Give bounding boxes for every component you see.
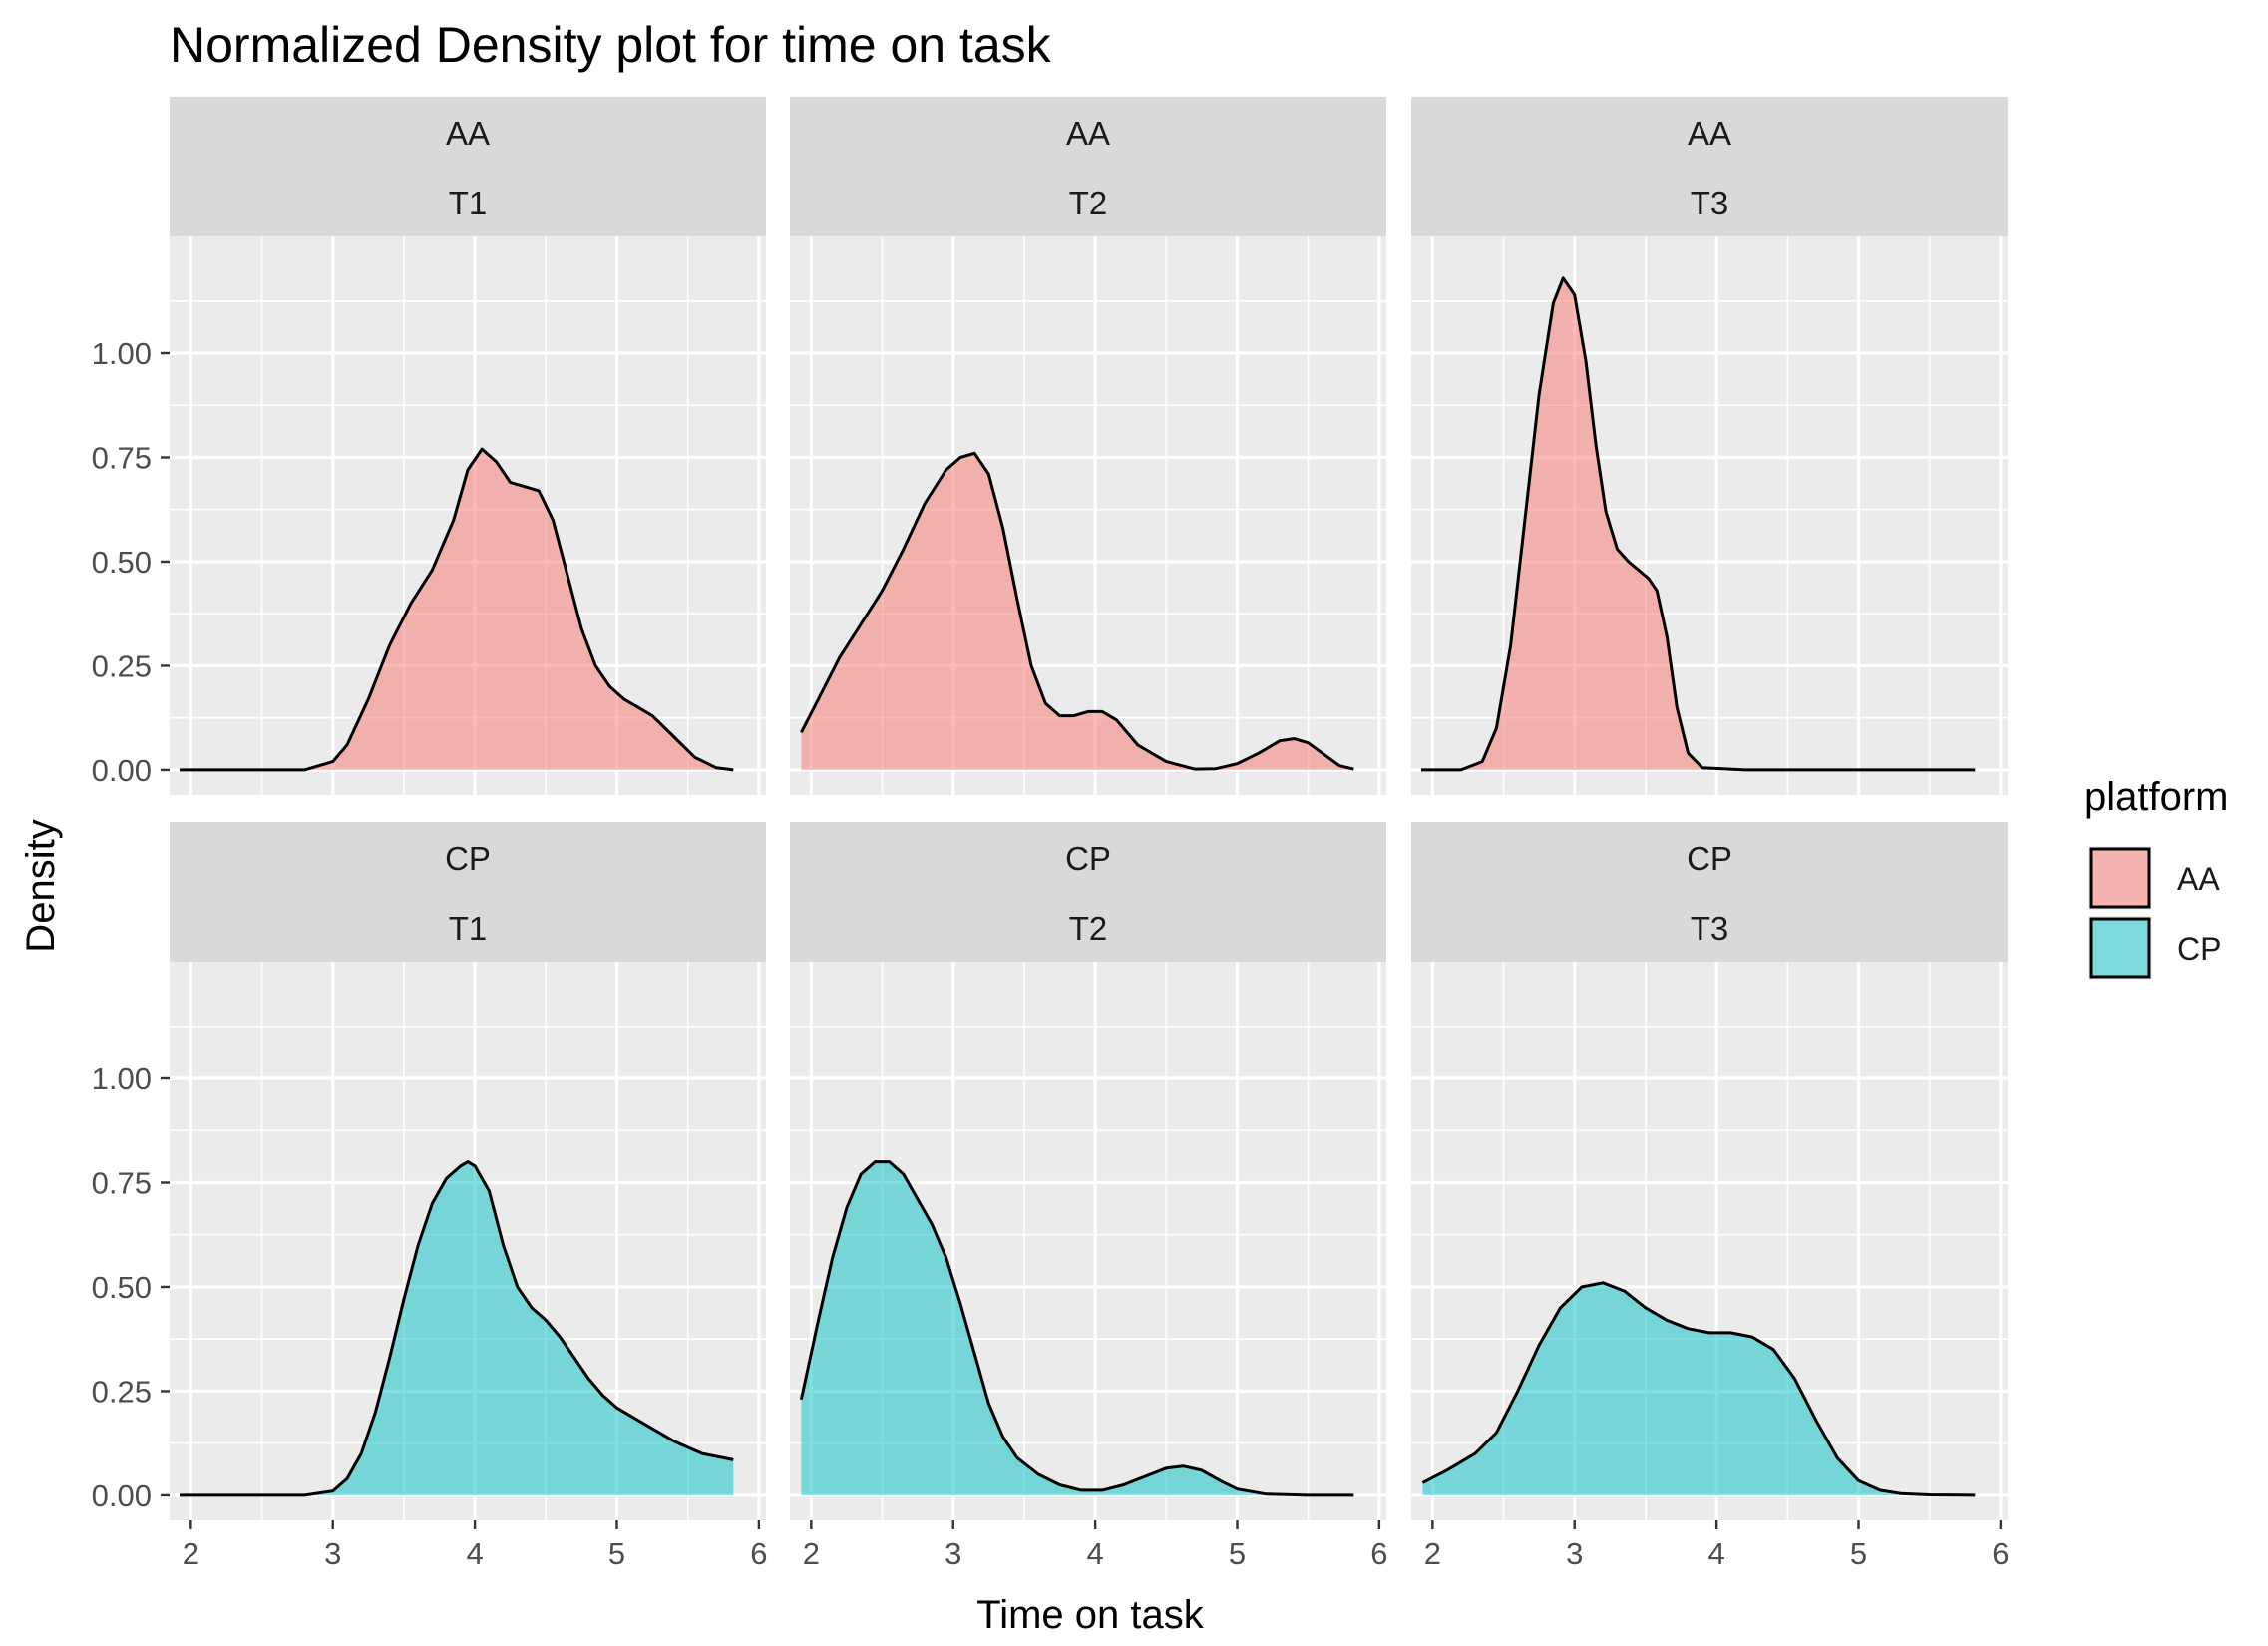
x-tick-label: 2 <box>1424 1536 1441 1571</box>
y-tick-label: 1.00 <box>92 336 152 371</box>
x-tick-label: 3 <box>945 1536 961 1571</box>
x-tick-label: 6 <box>1370 1536 1387 1571</box>
density-area-aa <box>180 449 734 770</box>
y-axis-title: Density <box>19 819 63 952</box>
x-tick-label: 3 <box>324 1536 341 1571</box>
density-line-aa <box>800 451 1354 771</box>
legend-item-cp: CP <box>2088 916 2221 980</box>
density-line-cp <box>1421 1281 1976 1497</box>
strip-label-platform: AA <box>1688 115 1731 152</box>
x-tick-label: 6 <box>750 1536 767 1571</box>
legend-swatch <box>2089 917 2151 979</box>
x-tick-label: 2 <box>803 1536 820 1571</box>
legend-label: CP <box>2177 931 2221 967</box>
legend-item-aa: AA <box>2088 846 2220 910</box>
x-tick-label: 5 <box>1229 1536 1246 1571</box>
y-tick-label: 0.25 <box>92 1374 152 1409</box>
density-line-cp <box>180 1160 734 1497</box>
strip-label-platform: CP <box>1687 840 1732 877</box>
y-tick-label: 1.00 <box>92 1061 152 1096</box>
density-line-cp <box>799 1160 1354 1497</box>
facet-panel-cp-t1: CP T1 0.00 0.25 0.50 0.75 1.00 2 3 4 5 6 <box>92 822 768 1571</box>
y-tick-label: 0.50 <box>92 545 152 580</box>
facet-panel-cp-t2: CP T2 2 3 4 5 6 <box>790 822 1388 1571</box>
y-tick-label: 0.50 <box>92 1270 152 1305</box>
strip-label-platform: AA <box>446 115 490 152</box>
x-tick-label: 4 <box>466 1536 483 1571</box>
density-area-cp <box>180 1161 734 1495</box>
x-axis-title: Time on task <box>976 1593 1204 1637</box>
legend-title: platform <box>2084 775 2229 819</box>
strip-label-task: T2 <box>1069 910 1108 947</box>
strip-label-task: T3 <box>1691 910 1729 947</box>
y-tick-label: 0.25 <box>92 648 152 683</box>
x-tick-label: 5 <box>608 1536 625 1571</box>
facet-panel-cp-t3: CP T3 2 3 4 5 6 <box>1411 822 2010 1571</box>
x-tick-label: 6 <box>1992 1536 2009 1571</box>
facet-panel-aa-t1: AA T1 0.00 0.25 0.50 0.75 1.00 <box>92 97 766 795</box>
strip-label-task: T1 <box>449 910 488 947</box>
x-tick-label: 4 <box>1707 1536 1724 1571</box>
x-tick-label: 4 <box>1086 1536 1103 1571</box>
strip-label-task: T3 <box>1691 185 1729 221</box>
density-area-aa <box>801 453 1354 770</box>
density-line-aa <box>180 447 734 772</box>
strip-label-task: T2 <box>1069 185 1108 221</box>
y-tick-label: 0.75 <box>92 1165 152 1200</box>
y-tick-label: 0.00 <box>92 1478 152 1513</box>
x-tick-label: 5 <box>1850 1536 1867 1571</box>
facet-panel-aa-t2: AA T2 <box>790 97 1386 795</box>
legend-label: AA <box>2177 861 2220 897</box>
strip-label-platform: AA <box>1066 115 1110 152</box>
y-tick-label: 0.00 <box>92 753 152 788</box>
legend-swatch <box>2089 847 2151 909</box>
x-tick-label: 3 <box>1566 1536 1583 1571</box>
legend: platform AA CP <box>2084 775 2229 980</box>
density-line-aa <box>1421 276 1976 772</box>
x-tick-label: 2 <box>183 1536 199 1571</box>
chart-title: Normalized Density plot for time on task <box>170 17 1052 73</box>
density-area-aa <box>1421 277 1976 770</box>
y-tick-label: 0.75 <box>92 440 152 475</box>
facet-panel-aa-t3: AA T3 <box>1411 97 2008 795</box>
strip-label-platform: CP <box>1065 840 1111 877</box>
density-area-cp <box>1422 1282 1976 1495</box>
strip-label-task: T1 <box>449 185 488 221</box>
strip-label-platform: CP <box>445 840 491 877</box>
